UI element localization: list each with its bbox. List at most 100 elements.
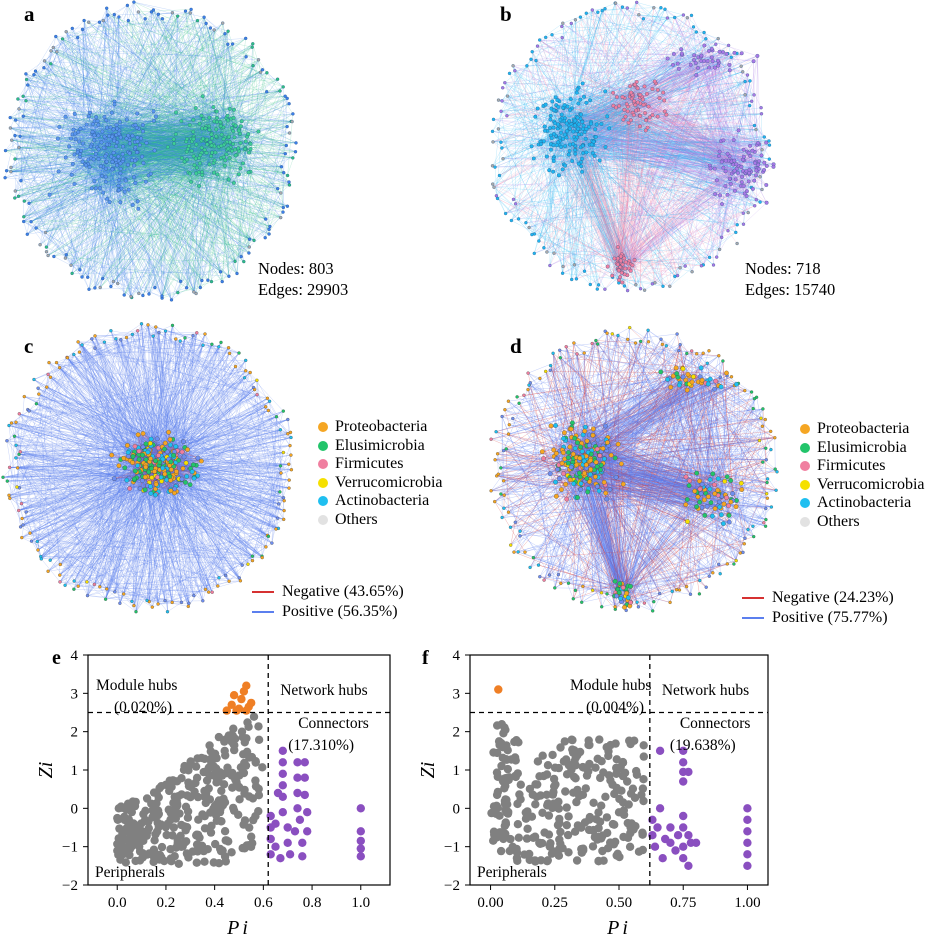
x-tick-label: 0.00 bbox=[477, 895, 503, 911]
y-tick-label: −2 bbox=[62, 878, 78, 894]
peripheral-point bbox=[531, 800, 540, 809]
peripheral-point bbox=[493, 772, 502, 781]
legend-label: Verrucomicrobia bbox=[817, 475, 925, 493]
peripheral-point bbox=[533, 757, 543, 766]
peripheral-point bbox=[539, 771, 548, 781]
connector-point bbox=[356, 836, 365, 846]
peripheral-point bbox=[585, 815, 594, 824]
peripheral-point bbox=[200, 857, 209, 866]
peripheral-point bbox=[572, 856, 582, 865]
legend-label: Firmicutes bbox=[817, 457, 886, 475]
connector-point bbox=[271, 819, 280, 828]
peripheral-point bbox=[229, 724, 238, 733]
peripheral-point bbox=[553, 820, 563, 830]
peripheral-point bbox=[179, 765, 189, 774]
legend-dot-others bbox=[800, 516, 810, 527]
peripheral-point bbox=[629, 825, 638, 834]
connector-point bbox=[356, 827, 365, 836]
connector-point bbox=[300, 773, 309, 782]
peripheral-point bbox=[203, 845, 212, 854]
legend-label: Others bbox=[335, 510, 378, 528]
module-hub-point bbox=[494, 685, 503, 694]
peripheral-point bbox=[141, 806, 150, 815]
connector-point bbox=[285, 850, 295, 859]
legend-dot-proteobacteria bbox=[318, 422, 328, 433]
edge-legend-d: Negative (24.23%) Positive (75.77%) bbox=[742, 588, 894, 628]
peripheral-point bbox=[229, 803, 238, 813]
connector-point bbox=[684, 861, 693, 870]
peripheral-point bbox=[639, 775, 648, 784]
connector-point bbox=[278, 746, 287, 755]
peripheral-point bbox=[212, 778, 221, 787]
peripheral-point bbox=[544, 811, 554, 820]
connector-point bbox=[679, 746, 688, 755]
peripheral-point bbox=[513, 799, 522, 809]
connector-point bbox=[666, 823, 675, 832]
peripheral-point bbox=[199, 767, 208, 777]
x-tick-label: 1.00 bbox=[734, 895, 760, 911]
network-nodes bbox=[1, 322, 294, 614]
y-axis-label: Zi bbox=[417, 762, 439, 779]
peripheral-point bbox=[545, 842, 554, 851]
connector-point bbox=[290, 827, 300, 836]
connector-point bbox=[691, 838, 701, 847]
x-tick-label: 0.75 bbox=[670, 895, 696, 911]
legend-label: Actinobacteria bbox=[335, 492, 430, 510]
legend-item-others: Others bbox=[318, 511, 443, 530]
legend-item-verrucomicrobia: Verrucomicrobia bbox=[318, 474, 443, 493]
peripheral-point bbox=[240, 844, 249, 853]
module-hub-point bbox=[242, 681, 251, 690]
connector-point bbox=[271, 842, 280, 851]
peripheral-point bbox=[248, 794, 258, 803]
connector-point bbox=[658, 854, 667, 863]
peripheral-point bbox=[496, 846, 506, 856]
peripheral-point bbox=[254, 735, 264, 744]
network-d bbox=[489, 325, 779, 613]
connector-point bbox=[679, 823, 688, 832]
legend-label: Verrucomicrobia bbox=[335, 473, 443, 491]
legend-item-others: Others bbox=[800, 513, 925, 532]
module-hub-point bbox=[232, 706, 241, 715]
x-tick-label: 0.50 bbox=[606, 895, 632, 911]
peripheral-point bbox=[501, 725, 510, 734]
connector-point bbox=[293, 788, 302, 798]
peripheral-point bbox=[501, 818, 510, 827]
peripheral-point bbox=[584, 736, 593, 745]
peripheral-point bbox=[564, 812, 573, 821]
peripheral-point bbox=[593, 754, 602, 763]
peripheral-point bbox=[154, 822, 163, 832]
peripheral-point bbox=[200, 812, 209, 821]
peripheral-point bbox=[638, 828, 647, 837]
peripheral-point bbox=[571, 761, 580, 770]
legend-dot-elusimicrobia bbox=[318, 440, 328, 451]
peripheral-point bbox=[238, 733, 247, 742]
connector-point bbox=[743, 804, 752, 813]
peripheral-point bbox=[129, 819, 138, 828]
module-hubs-label: Module hubs bbox=[570, 677, 651, 694]
peripheral-point bbox=[125, 845, 135, 854]
network-b-stats: Nodes: 718 Edges: 15740 bbox=[745, 258, 835, 300]
peripheral-point bbox=[582, 771, 592, 780]
peripheral-point bbox=[619, 806, 628, 815]
connector-point bbox=[278, 792, 287, 801]
peripheral-point bbox=[240, 758, 249, 768]
legend-dot-firmicutes bbox=[318, 459, 328, 470]
legend-item-verrucomicrobia: Verrucomicrobia bbox=[800, 476, 925, 495]
negative-edge-swatch bbox=[252, 591, 274, 593]
module-hubs-label: Module hubs bbox=[96, 677, 177, 694]
edge-legend-c-positive-label: Positive (56.35%) bbox=[282, 603, 398, 620]
peripheral-point bbox=[561, 787, 570, 796]
connectors-pct: (19.638%) bbox=[670, 737, 736, 754]
peripheral-point bbox=[596, 773, 605, 783]
peripheral-point bbox=[505, 846, 514, 856]
peripheral-point bbox=[562, 803, 571, 812]
connector-point bbox=[293, 804, 302, 813]
x-tick-label: 0.2 bbox=[157, 895, 176, 911]
y-axis-label: Zi bbox=[35, 762, 57, 779]
peripheral-point bbox=[555, 844, 564, 854]
connector-point bbox=[283, 823, 292, 832]
network-b-edges: Edges: 15740 bbox=[745, 280, 836, 299]
y-tick-label: −2 bbox=[444, 878, 460, 894]
peripheral-point bbox=[134, 838, 143, 847]
